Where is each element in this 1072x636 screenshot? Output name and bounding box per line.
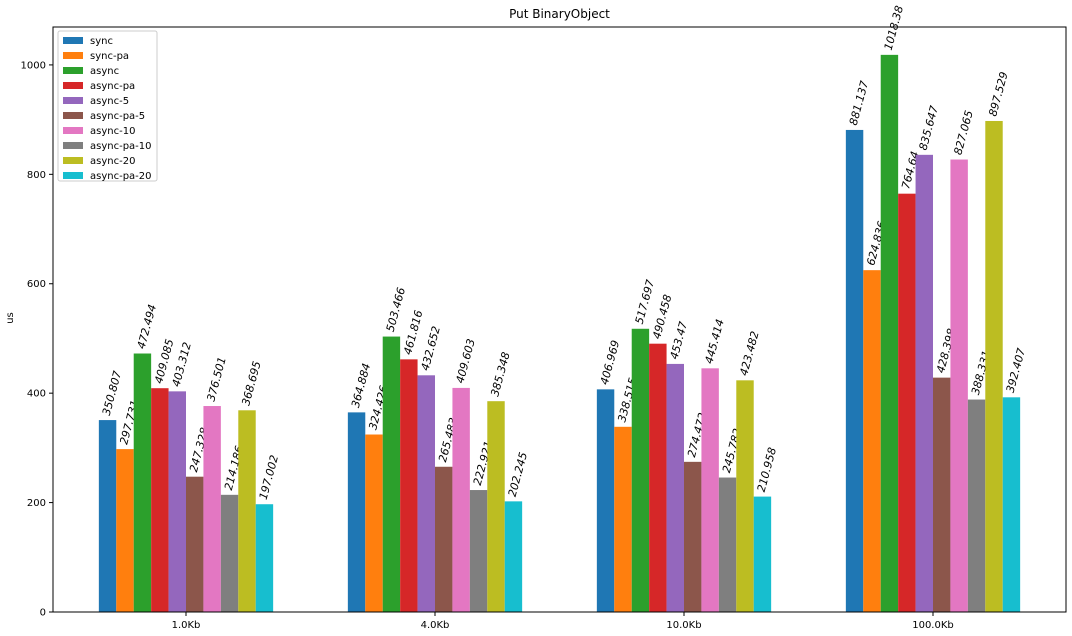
bar-async-10-4.0Kb bbox=[452, 387, 470, 612]
bar-async-20-10.0Kb bbox=[736, 380, 754, 612]
bar-async-5-1.0Kb bbox=[168, 391, 186, 612]
bar-sync-pa-4.0Kb bbox=[365, 434, 383, 612]
x-tick-label-1.0Kb: 1.0Kb bbox=[172, 620, 201, 631]
bar-sync-pa-10.0Kb bbox=[614, 426, 632, 612]
x-tick-label-10.0Kb: 10.0Kb bbox=[666, 620, 701, 631]
bar-async-pa-20-4.0Kb bbox=[504, 501, 523, 612]
bar-async-pa-20-1.0Kb bbox=[255, 504, 274, 612]
y-axis-label: us bbox=[5, 312, 16, 324]
bar-async-10-1.0Kb bbox=[203, 406, 221, 612]
bar-sync-100.0Kb bbox=[845, 129, 864, 612]
legend-label-async: async bbox=[90, 66, 119, 77]
bar-sync-pa-1.0Kb bbox=[116, 449, 134, 612]
bar-async-pa-20-100.0Kb bbox=[1002, 397, 1021, 612]
bar-async-5-100.0Kb bbox=[915, 154, 933, 612]
y-tick-label-400: 400 bbox=[27, 389, 46, 400]
bar-async-pa-10-100.0Kb bbox=[967, 399, 986, 612]
legend-swatch-async-pa-10 bbox=[63, 142, 83, 149]
bar-async-5-4.0Kb bbox=[417, 375, 435, 612]
bar-async-pa-10-10.0Kb bbox=[718, 477, 737, 612]
bar-async-pa-5-4.0Kb bbox=[435, 466, 453, 612]
legend-swatch-async-pa-5 bbox=[63, 112, 83, 119]
bar-async-pa-5-100.0Kb bbox=[933, 377, 951, 612]
y-tick-label-1000: 1000 bbox=[21, 60, 46, 71]
legend-swatch-async bbox=[63, 67, 83, 74]
axis-layer: 0 200 400 600 800 1000 1.0Kb 4.0Kb 10.0Kb 100.0Kb bbox=[21, 26, 1067, 631]
legend: sync sync-pa async async-pa async-5 async-pa-… bbox=[57, 30, 158, 182]
bar-sync-1.0Kb bbox=[98, 420, 117, 612]
bar-async-pa-10.0Kb bbox=[649, 343, 667, 612]
y-tick-label-800: 800 bbox=[27, 170, 46, 181]
legend-label-sync-pa: sync-pa bbox=[90, 51, 129, 62]
bar-async-pa-5-1.0Kb bbox=[186, 476, 204, 612]
y-tick-label-200: 200 bbox=[27, 498, 46, 509]
bar-async-10.0Kb bbox=[631, 328, 650, 612]
bar-async-20-100.0Kb bbox=[985, 120, 1003, 612]
legend-swatch-async-pa bbox=[63, 82, 83, 89]
legend-label-async-pa-20: async-pa-20 bbox=[90, 171, 152, 182]
legend-swatch-async-20 bbox=[63, 157, 83, 164]
bar-async-4.0Kb bbox=[382, 336, 401, 612]
legend-label-async-pa-5: async-pa-5 bbox=[90, 111, 145, 122]
legend-swatch-async-5 bbox=[63, 97, 83, 104]
bar-async-pa-100.0Kb bbox=[898, 193, 916, 613]
x-tick-label-100.0Kb: 100.0Kb bbox=[912, 620, 954, 631]
bar-async-1.0Kb bbox=[133, 353, 152, 612]
legend-label-async-5: async-5 bbox=[90, 96, 129, 107]
legend-swatch-async-10 bbox=[63, 127, 83, 134]
bar-async-pa-5-10.0Kb bbox=[684, 461, 702, 612]
bar-sync-10.0Kb bbox=[596, 389, 615, 612]
legend-swatch-sync-pa bbox=[63, 52, 83, 59]
bar-async-20-4.0Kb bbox=[487, 401, 505, 612]
chart-title: Put BinaryObject bbox=[509, 7, 610, 21]
bar-sync-4.0Kb bbox=[347, 412, 366, 612]
y-tick-label-0: 0 bbox=[40, 608, 46, 619]
bar-async-pa-4.0Kb bbox=[400, 359, 418, 612]
legend-label-async-20: async-20 bbox=[90, 156, 135, 167]
bar-async-5-10.0Kb bbox=[666, 363, 684, 612]
bar-async-10-10.0Kb bbox=[701, 368, 719, 612]
legend-label-async-pa: async-pa bbox=[90, 81, 135, 92]
bar-async-pa-20-10.0Kb bbox=[753, 496, 772, 612]
bar-sync-pa-100.0Kb bbox=[863, 270, 881, 612]
bar-async-pa-10-4.0Kb bbox=[469, 490, 488, 612]
x-tick-label-4.0Kb: 4.0Kb bbox=[421, 620, 450, 631]
bar-async-pa-1.0Kb bbox=[151, 388, 169, 612]
bar-async-pa-10-1.0Kb bbox=[220, 494, 239, 612]
bar-async-100.0Kb bbox=[880, 54, 899, 612]
bar-async-20-1.0Kb bbox=[238, 410, 256, 612]
y-tick-label-600: 600 bbox=[27, 279, 46, 290]
bar-async-10-100.0Kb bbox=[950, 159, 968, 612]
legend-label-async-pa-10: async-pa-10 bbox=[90, 141, 152, 152]
legend-label-async-10: async-10 bbox=[90, 126, 135, 137]
legend-swatch-async-pa-20 bbox=[63, 172, 83, 179]
legend-label-sync: sync bbox=[90, 36, 113, 47]
legend-swatch-sync bbox=[63, 37, 83, 44]
plot-border bbox=[52, 26, 1067, 613]
